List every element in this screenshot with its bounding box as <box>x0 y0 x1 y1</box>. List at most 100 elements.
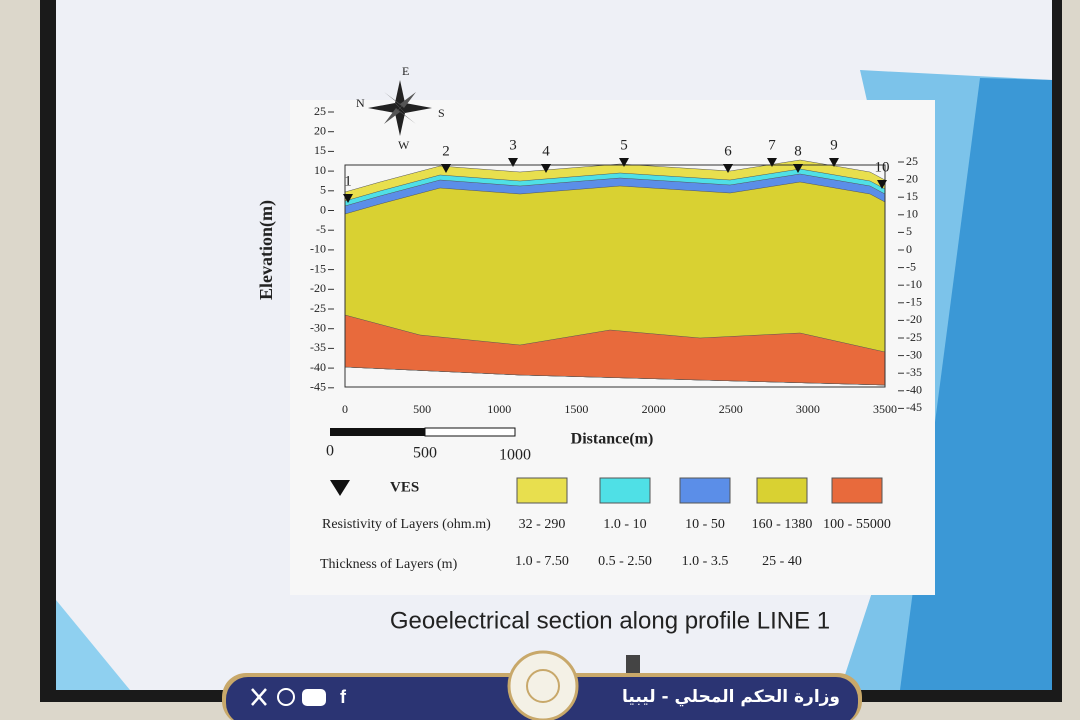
y2-tick-label: -40 <box>906 383 922 397</box>
youtube-icon[interactable] <box>302 689 326 706</box>
legend-thickness: 0.5 - 2.50 <box>598 554 652 569</box>
y-tick-label: 25 <box>314 104 326 118</box>
ves-symbol <box>330 480 350 496</box>
y-tick-label: -30 <box>310 320 326 334</box>
scale-label: 500 <box>413 445 437 462</box>
y2-tick-label: -30 <box>906 347 922 361</box>
y2-tick-label: 25 <box>906 154 918 168</box>
y-tick-label: 10 <box>314 163 326 177</box>
y2-tick-label: -20 <box>906 312 922 326</box>
legend-resistivity: 10 - 50 <box>685 517 725 532</box>
y2-tick-label: -10 <box>906 277 922 291</box>
legend-resistivity-label: Resistivity of Layers (ohm.m) <box>322 517 491 532</box>
compass-label: N <box>356 96 365 110</box>
y-tick-label: 20 <box>314 123 326 137</box>
x-tick-label: 3500 <box>873 402 897 416</box>
y2-tick-label: -25 <box>906 330 922 344</box>
legend-resistivity: 160 - 1380 <box>752 517 813 532</box>
y2-tick-label: -15 <box>906 295 922 309</box>
scale-label: 1000 <box>499 447 531 464</box>
legend-thickness: 25 - 40 <box>762 554 802 569</box>
web-icon[interactable] <box>277 688 295 706</box>
compass <box>368 80 432 136</box>
ves-label: 8 <box>794 143 802 159</box>
ves-marker <box>343 194 353 203</box>
y-tick-label: -5 <box>316 222 326 236</box>
y2-tick-label: 20 <box>906 171 918 185</box>
slide-title: Geoelectrical section along profile LINE… <box>390 607 830 634</box>
y-axis-label: Elevation(m) <box>256 200 277 300</box>
ves-label: 6 <box>724 143 732 159</box>
ves-label: 10 <box>875 159 890 175</box>
ves-marker <box>877 180 887 189</box>
y2-tick-label: -5 <box>906 259 916 273</box>
compass-label: E <box>402 64 409 78</box>
legend-resistivity: 1.0 - 10 <box>603 517 646 532</box>
y2-tick-label: -35 <box>906 365 922 379</box>
x-tick-label: 1500 <box>564 402 588 416</box>
ves-marker <box>508 158 518 167</box>
x-axis-label: Distance(m) <box>571 431 654 448</box>
legend-thickness-label: Thickness of Layers (m) <box>320 557 458 572</box>
ves-label: 2 <box>442 143 450 159</box>
section-layer <box>344 314 886 386</box>
ves-marker <box>767 158 777 167</box>
legend-swatch <box>599 477 651 504</box>
legend-ves: VES <box>390 479 419 495</box>
compass-label: W <box>398 138 410 152</box>
scale-bar <box>424 427 516 437</box>
section <box>344 159 886 386</box>
legend-resistivity: 100 - 55000 <box>823 517 891 532</box>
legend-swatch <box>831 477 883 504</box>
x-tick-label: 0 <box>342 402 348 416</box>
y2-tick-label: 10 <box>906 207 918 221</box>
ves-label: 9 <box>830 137 838 153</box>
compass-label: S <box>438 106 445 120</box>
y-tick-label: -45 <box>310 380 326 394</box>
ves-label: 4 <box>542 143 550 159</box>
y-tick-label: -35 <box>310 340 326 354</box>
ves-label: 5 <box>620 137 628 153</box>
scale-label: 0 <box>326 443 334 460</box>
footer-ministry: وزارة الحكم المحلي - ليبيا <box>622 687 840 707</box>
x-tick-label: 2000 <box>642 402 666 416</box>
legend-swatch <box>516 477 568 504</box>
x-tick-label: 500 <box>413 402 431 416</box>
ves-marker <box>723 164 733 173</box>
y-tick-label: 5 <box>320 183 326 197</box>
y2-tick-label: -45 <box>906 400 922 414</box>
emblem <box>507 650 579 720</box>
y-tick-label: -20 <box>310 281 326 295</box>
y-tick-label: 15 <box>314 143 326 157</box>
scale-bar <box>330 428 425 436</box>
x-icon[interactable] <box>251 688 267 706</box>
y-tick-label: -10 <box>310 242 326 256</box>
ves-label: 7 <box>768 137 776 153</box>
ves-label: 1 <box>344 173 352 189</box>
legend-resistivity: 32 - 290 <box>519 517 566 532</box>
y-tick-label: -40 <box>310 360 326 374</box>
x-tick-label: 1000 <box>487 402 511 416</box>
slide-decoration <box>900 78 1052 690</box>
slide-decoration <box>56 600 130 690</box>
x-tick-label: 2500 <box>719 402 743 416</box>
legend-thickness: 1.0 - 7.50 <box>515 554 569 569</box>
y-tick-label: -25 <box>310 301 326 315</box>
ves-marker <box>541 164 551 173</box>
y-tick-label: -15 <box>310 261 326 275</box>
plot-frame <box>344 164 886 388</box>
legend-thickness: 1.0 - 3.5 <box>682 554 729 569</box>
legend-swatch <box>679 477 731 504</box>
ves-marker <box>829 158 839 167</box>
x-tick-label: 3000 <box>796 402 820 416</box>
legend-swatch <box>756 477 808 504</box>
social-icons: f <box>251 687 347 707</box>
emblem <box>526 669 560 703</box>
y2-tick-label: 5 <box>906 224 912 238</box>
ves-label: 3 <box>509 137 517 153</box>
ves-marker <box>793 164 803 173</box>
facebook-icon[interactable]: f <box>340 687 347 707</box>
camera <box>626 655 640 675</box>
